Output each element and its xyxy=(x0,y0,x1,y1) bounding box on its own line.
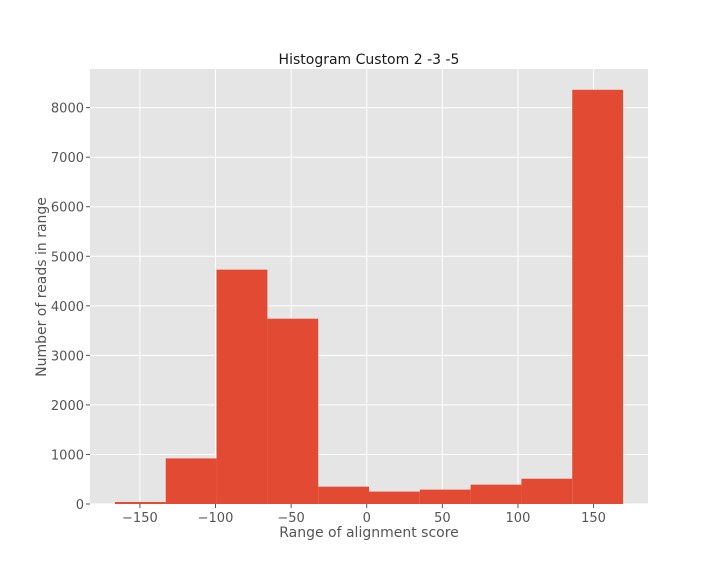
y-tick-label: 3000 xyxy=(51,349,84,364)
y-tick-label: 0 xyxy=(76,498,84,513)
histogram-bars xyxy=(114,89,624,504)
plot-background xyxy=(90,69,648,504)
histogram-bar xyxy=(165,458,217,504)
histogram-bar xyxy=(419,489,471,504)
y-tick-label: 1000 xyxy=(51,448,84,463)
y-tick-label: 8000 xyxy=(51,102,84,117)
y-tick-label: 6000 xyxy=(51,201,84,216)
histogram-bar xyxy=(521,478,573,504)
x-tick-label: 100 xyxy=(506,511,531,526)
y-axis-label: Number of reads in range xyxy=(34,197,50,377)
y-tick-label: 7000 xyxy=(51,151,84,166)
chart-title: Histogram Custom 2 -3 -5 xyxy=(279,52,460,68)
x-tick-label: −150 xyxy=(122,511,158,526)
x-axis-label: Range of alignment score xyxy=(279,525,459,541)
y-tick-label: 5000 xyxy=(51,250,84,265)
histogram-bar xyxy=(470,484,522,504)
y-tick-label: 2000 xyxy=(51,399,84,414)
x-tick-label: −50 xyxy=(277,511,304,526)
grid-lines xyxy=(90,69,648,505)
y-tick-label: 4000 xyxy=(51,300,84,315)
histogram-bar xyxy=(369,491,420,504)
x-tick-label: 0 xyxy=(363,511,371,526)
y-axis-ticks: 0 1000 2000 3000 4000 5000 6000 7000 8000 xyxy=(51,102,90,513)
x-tick-label: 150 xyxy=(581,511,606,526)
histogram-bar xyxy=(318,486,369,504)
x-tick-label: 50 xyxy=(434,511,451,526)
histogram-bar xyxy=(572,89,624,504)
histogram-bar xyxy=(216,269,268,504)
histogram-bar xyxy=(267,318,319,504)
x-axis-ticks: −150 −100 −50 0 50 100 150 xyxy=(122,504,606,526)
histogram-bar xyxy=(114,502,166,504)
x-tick-label: −100 xyxy=(198,511,234,526)
